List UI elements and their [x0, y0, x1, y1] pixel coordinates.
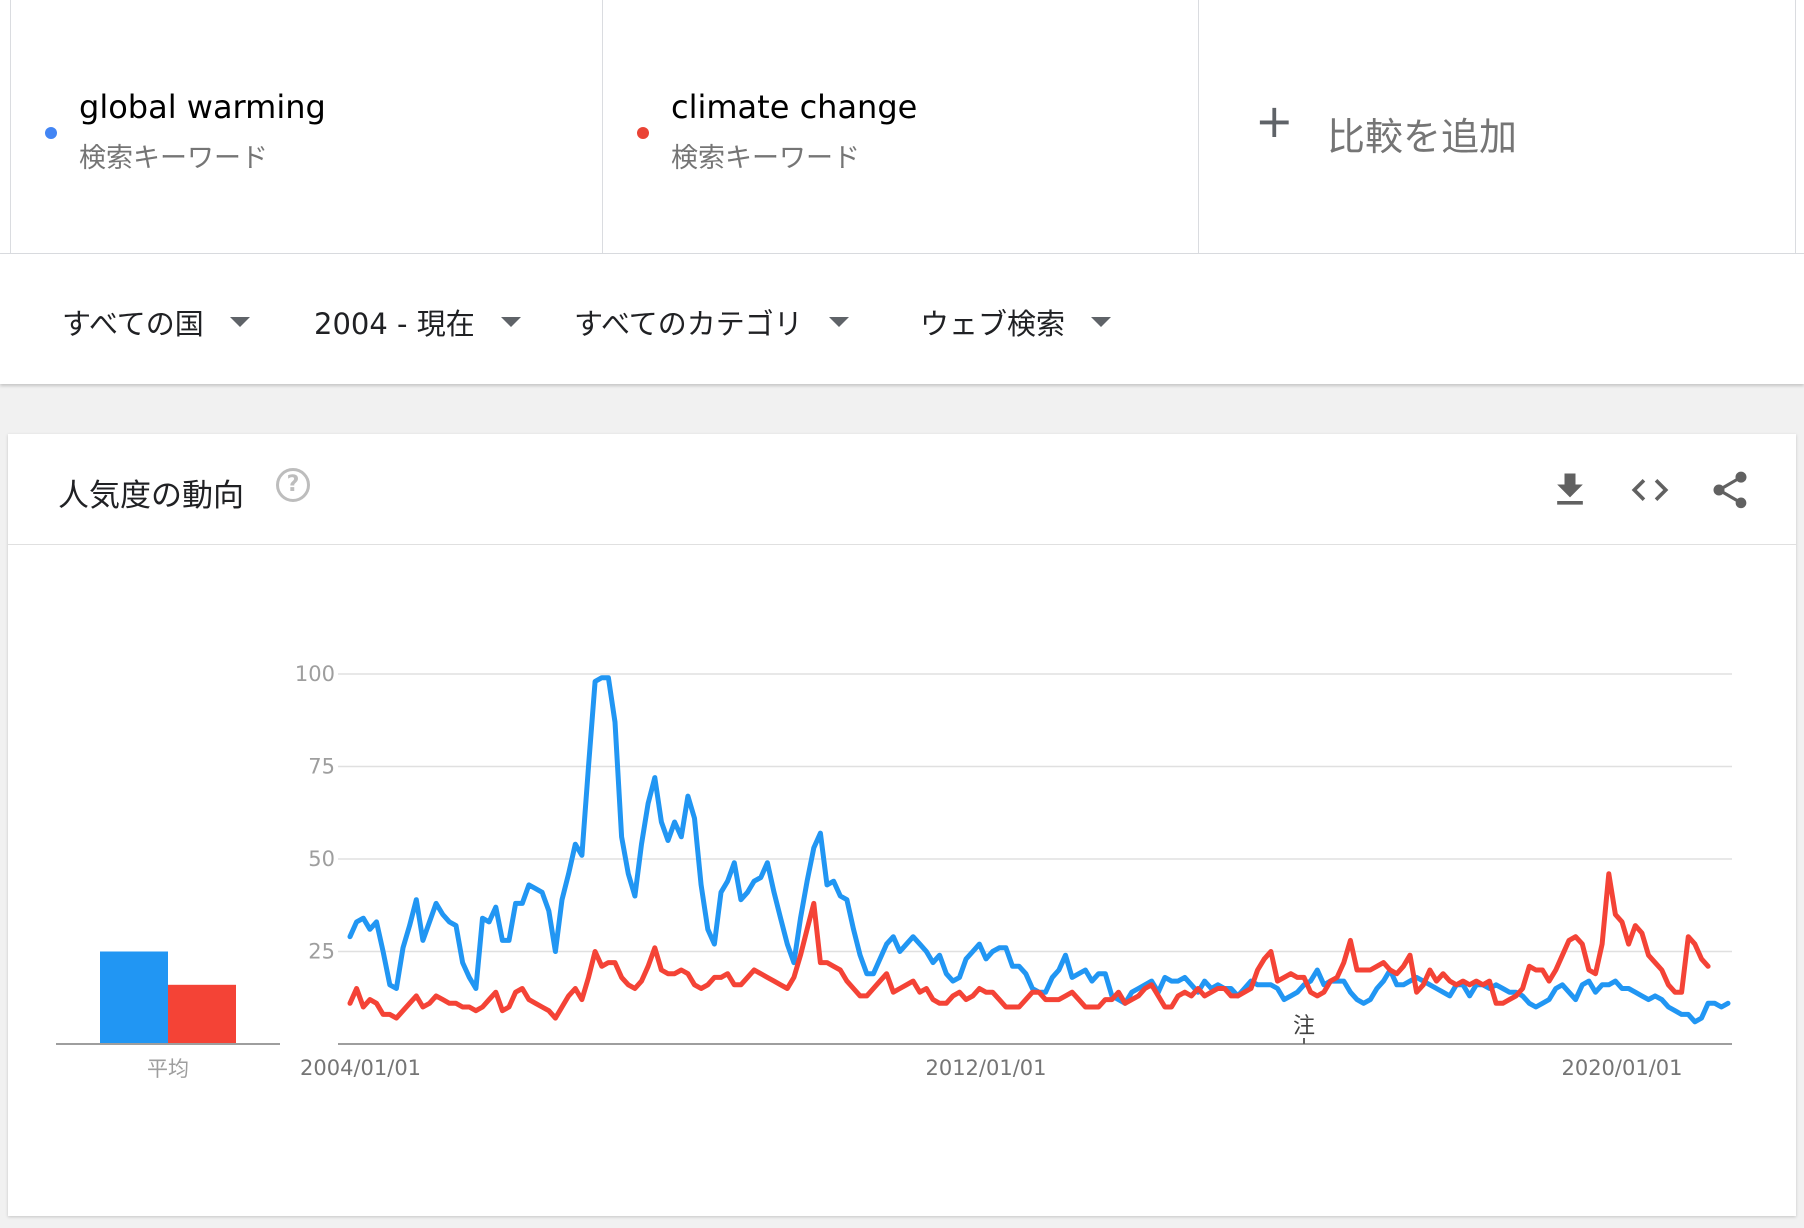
term-name[interactable]: global warming: [79, 88, 326, 126]
embed-code-icon[interactable]: [1628, 468, 1672, 512]
card-title: 人気度の動向: [58, 478, 244, 514]
search-type-dropdown-label: ウェブ検索: [920, 307, 1066, 341]
region-dropdown-label: すべての国: [62, 307, 204, 341]
add-comparison-button[interactable]: + 比較を追加: [1199, 0, 1796, 253]
download-icon[interactable]: [1548, 468, 1592, 512]
help-circle-icon[interactable]: ?: [276, 468, 310, 502]
interest-over-time-card: 人気度の動向 ? 平均 100 75 50 25 2004/01/01 2012/01/…: [8, 434, 1796, 1216]
average-bar-global-warming[interactable]: [100, 951, 168, 1045]
x-tick-label: 2020/01/01: [1561, 1056, 1682, 1080]
region-dropdown[interactable]: すべての国: [62, 300, 250, 344]
annotation-marker[interactable]: 注: [1293, 1014, 1315, 1039]
term-name[interactable]: climate change: [671, 88, 918, 126]
dropdown-arrow-icon: [1091, 317, 1112, 327]
add-comparison-label: 比較を追加: [1327, 115, 1518, 159]
y-tick-label: 100: [295, 662, 335, 686]
y-tick-label: 50: [308, 847, 335, 871]
x-axis: 2004/01/01 2012/01/01 2020/01/01 注: [300, 1014, 1732, 1080]
search-term-card[interactable]: global warming 検索キーワード: [10, 0, 603, 253]
search-term-card[interactable]: climate change 検索キーワード: [603, 0, 1199, 253]
average-bars: 平均: [56, 951, 280, 1081]
category-dropdown[interactable]: すべてのカテゴリ: [574, 300, 849, 344]
plus-icon: +: [1255, 94, 1294, 148]
dropdown-arrow-icon: [828, 317, 849, 327]
search-type-dropdown[interactable]: ウェブ検索: [920, 300, 1112, 344]
time-range-dropdown[interactable]: 2004 - 現在: [314, 300, 521, 344]
average-label: 平均: [147, 1057, 189, 1081]
term-color-dot: [45, 127, 57, 139]
x-tick-label: 2012/01/01: [925, 1056, 1046, 1080]
term-color-dot: [637, 127, 649, 139]
card-header: 人気度の動向 ?: [8, 434, 1796, 545]
dropdown-arrow-icon: [500, 317, 521, 327]
term-type: 検索キーワード: [671, 143, 860, 174]
share-icon[interactable]: [1708, 468, 1752, 512]
compare-bar: global warming 検索キーワード climate change 検索…: [0, 0, 1804, 254]
chart-series: [347, 675, 1731, 1025]
x-tick-label: 2004/01/01: [300, 1056, 421, 1080]
chart-gridlines: 100 75 50 25: [295, 662, 1732, 964]
category-dropdown-label: すべてのカテゴリ: [574, 307, 803, 341]
time-range-dropdown-label: 2004 - 現在: [314, 307, 475, 341]
average-bar-climate-change[interactable]: [168, 984, 236, 1044]
filter-bar: すべての国 2004 - 現在 すべてのカテゴリ ウェブ検索: [0, 254, 1804, 384]
y-tick-label: 25: [308, 940, 335, 964]
term-type: 検索キーワード: [79, 143, 268, 174]
y-tick-label: 75: [308, 755, 335, 779]
series-line-climate-change[interactable]: [347, 871, 1711, 1021]
series-line-global-warming[interactable]: [347, 675, 1731, 1025]
dropdown-arrow-icon: [229, 317, 250, 327]
trend-chart: 平均 100 75 50 25 2004/01/01 2012/01/01 2020/01…: [56, 662, 1732, 1081]
